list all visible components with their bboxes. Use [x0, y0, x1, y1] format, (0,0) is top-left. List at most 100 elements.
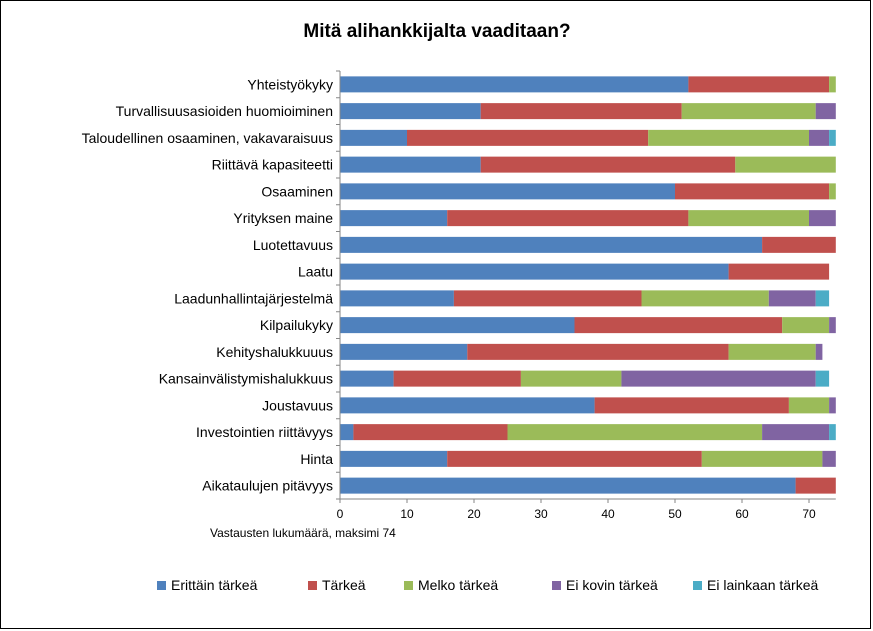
- legend-label: Erittäin tärkeä: [171, 577, 258, 593]
- category-label: Hinta: [300, 451, 333, 467]
- category-label: Taloudellinen osaaminen, vakavaraisuus: [82, 130, 333, 146]
- x-tick-label: 10: [400, 507, 414, 521]
- legend-item: Ei lainkaan tärkeä: [693, 577, 819, 593]
- bar-segment: [795, 477, 836, 494]
- bar-segment: [340, 129, 407, 146]
- bar-segment: [520, 370, 622, 387]
- bar-segment: [340, 424, 354, 441]
- category-label: Kansainvälistymishalukkuus: [159, 371, 333, 387]
- bar-segment: [340, 156, 481, 173]
- legend: Erittäin tärkeä Tärkeä Melko tärkeä Ei kovi…: [157, 577, 819, 593]
- x-tick-label: 20: [467, 507, 481, 521]
- legend-swatch: [404, 581, 413, 590]
- legend-item: Melko tärkeä: [404, 577, 498, 593]
- bar-segment: [829, 317, 836, 334]
- legend-swatch: [308, 581, 317, 590]
- bar-segment: [815, 343, 823, 360]
- bar-segment: [594, 397, 789, 414]
- bar-segment: [340, 76, 689, 93]
- category-label: Joustavuus: [262, 397, 333, 413]
- bar-segment: [340, 397, 595, 414]
- bar-segment: [648, 129, 809, 146]
- category-label: Turvallisuusasioiden huomioiminen: [116, 103, 333, 119]
- category-label: Yrityksen maine: [233, 210, 333, 226]
- bar-segment: [340, 343, 468, 360]
- bar-segment: [340, 236, 763, 253]
- bar-segment: [340, 103, 481, 120]
- bar-segment: [815, 290, 830, 307]
- bar-segment: [768, 290, 816, 307]
- bar-segment: [507, 424, 763, 441]
- chart-title: Mitä alihankkijalta vaaditaan?: [303, 21, 570, 42]
- category-label: Osaaminen: [261, 183, 333, 199]
- bar-segment: [621, 370, 816, 387]
- category-label: Laadunhallintajärjestelmä: [174, 290, 333, 306]
- bar-segment: [762, 424, 830, 441]
- x-tick-label: 70: [802, 507, 816, 521]
- bar-segment: [782, 317, 830, 334]
- x-tick-label: 40: [601, 507, 615, 521]
- bars-group: [340, 76, 836, 494]
- x-axis: 0 10 20 30 40 50 60 70: [336, 70, 836, 521]
- x-tick-label: 0: [337, 507, 344, 521]
- legend-item: Erittäin tärkeä: [157, 577, 258, 593]
- category-labels: Yhteistyökyky Turvallisuusasioiden huomio…: [82, 76, 334, 493]
- bar-segment: [340, 477, 796, 494]
- bar-segment: [340, 370, 394, 387]
- bar-segment: [688, 76, 830, 93]
- bar-segment: [822, 450, 836, 467]
- category-label: Luotettavuus: [253, 237, 333, 253]
- bar-segment: [829, 76, 836, 93]
- legend-swatch: [552, 581, 561, 590]
- bar-segment: [701, 450, 823, 467]
- bar-segment: [809, 129, 830, 146]
- bar-segment: [809, 210, 836, 227]
- bar-segment: [340, 183, 675, 200]
- category-label: Riittävä kapasiteetti: [212, 157, 333, 173]
- bar-segment: [407, 129, 649, 146]
- bar-segment: [829, 129, 836, 146]
- legend-label: Ei lainkaan tärkeä: [707, 577, 819, 593]
- bar-segment: [829, 424, 836, 441]
- bar-segment: [574, 317, 783, 334]
- category-label: Kehityshalukkuuus: [216, 344, 333, 360]
- bar-segment: [447, 450, 702, 467]
- category-label: Laatu: [298, 264, 333, 280]
- bar-segment: [340, 317, 575, 334]
- bar-segment: [728, 263, 830, 280]
- bar-segment: [353, 424, 508, 441]
- bar-segment: [681, 103, 816, 120]
- bar-segment: [641, 290, 769, 307]
- legend-label: Tärkeä: [322, 577, 366, 593]
- x-tick-label: 30: [534, 507, 548, 521]
- x-tick-label: 50: [668, 507, 682, 521]
- bar-segment: [762, 236, 836, 253]
- bar-segment: [447, 210, 689, 227]
- bar-segment: [815, 103, 836, 120]
- bar-segment: [815, 370, 830, 387]
- bar-segment: [340, 263, 729, 280]
- legend-item: Ei kovin tärkeä: [552, 577, 658, 593]
- bar-segment: [340, 450, 448, 467]
- legend-label: Ei kovin tärkeä: [566, 577, 658, 593]
- bar-segment: [788, 397, 830, 414]
- bar-segment: [467, 343, 729, 360]
- bar-segment: [340, 210, 448, 227]
- x-tick-label: 60: [735, 507, 749, 521]
- category-label: Investointien riittävyys: [196, 424, 333, 440]
- bar-segment: [453, 290, 642, 307]
- bar-segment: [829, 397, 836, 414]
- category-label: Kilpailukyky: [260, 317, 333, 333]
- legend-swatch: [693, 581, 702, 590]
- category-label: Aikataulujen pitävyys: [202, 478, 333, 494]
- legend-item: Tärkeä: [308, 577, 366, 593]
- bar-segment: [735, 156, 836, 173]
- bar-segment: [480, 103, 682, 120]
- bar-segment: [393, 370, 521, 387]
- bar-segment: [728, 343, 816, 360]
- bar-segment: [829, 183, 836, 200]
- legend-label: Melko tärkeä: [418, 577, 498, 593]
- category-label: Yhteistyökyky: [247, 76, 333, 92]
